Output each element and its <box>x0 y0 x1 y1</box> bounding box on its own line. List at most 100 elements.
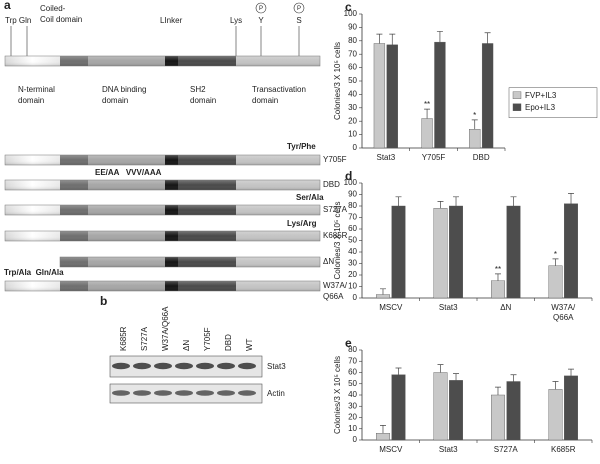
error-bar <box>376 33 383 44</box>
bar <box>548 389 563 441</box>
mutation-label: Lys/Arg <box>287 219 317 228</box>
domain-label: SH2 <box>190 85 206 94</box>
y-tick-label: 90 <box>348 190 357 199</box>
bar <box>564 203 578 299</box>
error-bar <box>389 33 396 45</box>
bar <box>491 394 505 441</box>
phospho-residue: S <box>296 16 301 25</box>
y-tick-label: 60 <box>348 63 357 72</box>
protein-outline <box>4 280 321 292</box>
y-tick-label: 70 <box>348 356 357 365</box>
error-bar <box>395 367 402 375</box>
construct-name: S727A <box>323 205 348 214</box>
x-tick-label: K685R <box>551 445 576 454</box>
construct-name: ΔN <box>323 257 334 266</box>
y-tick-label: 100 <box>344 9 358 18</box>
error-bar <box>552 258 559 266</box>
lane-label: WT <box>245 338 254 351</box>
mutation-label: Ser/Ala <box>296 193 324 202</box>
y-axis-label: Colonies/3 X 10⁵ cells <box>333 42 342 120</box>
x-tick-label: ΔN <box>500 303 511 312</box>
blot-band <box>154 362 172 370</box>
construct-name: Y705F <box>323 155 347 164</box>
domain-label: DNA binding <box>102 85 146 94</box>
bar <box>434 41 446 149</box>
x-tick-label: Stat3 <box>439 445 458 454</box>
protein-outline <box>4 55 321 67</box>
lane-label: S727A <box>140 326 149 351</box>
y-tick-label: 10 <box>348 130 357 139</box>
blot-band <box>154 390 172 396</box>
segment-shade <box>5 56 320 66</box>
error-bar <box>436 31 443 43</box>
bar <box>421 118 433 149</box>
error-bar <box>552 381 559 390</box>
domain-label: Coiled- <box>40 4 66 13</box>
error-bar <box>494 386 501 395</box>
y-tick-label: 10 <box>348 282 357 291</box>
x-tick-label: Y705F <box>422 153 446 162</box>
error-bar <box>453 196 460 206</box>
blot-band <box>112 362 130 370</box>
x-tick-label: Stat3 <box>376 153 395 162</box>
lane-label: K685R <box>119 326 128 351</box>
protein-outline <box>59 256 321 268</box>
error-bar <box>471 119 478 130</box>
domain-label: domain <box>18 96 44 105</box>
error-bar <box>568 193 575 204</box>
error-bar <box>437 201 444 209</box>
segment-shade <box>5 205 320 215</box>
legend-swatch <box>512 91 522 99</box>
phospho-circle <box>255 2 267 14</box>
mutation-label: Tyr/Phe <box>287 142 316 151</box>
bar <box>391 374 406 441</box>
panel-letter: b <box>100 294 107 308</box>
blot-band <box>217 390 235 396</box>
blot-band <box>217 362 235 370</box>
bar <box>449 205 463 299</box>
blot-band <box>133 390 151 396</box>
y-tick-label: 0 <box>353 435 358 444</box>
phospho-mark: P <box>297 6 301 12</box>
panel-letter: c <box>345 0 352 14</box>
segment-shade <box>5 231 320 241</box>
phospho-circle <box>293 2 305 14</box>
domain-label: domain <box>102 96 128 105</box>
y-tick-label: 40 <box>348 247 357 256</box>
error-bar <box>494 273 501 281</box>
error-bar <box>395 196 402 206</box>
legend-swatch <box>512 103 522 111</box>
legend-label: Epo+IL3 <box>525 103 556 112</box>
y-tick-label: 80 <box>348 345 357 354</box>
y-tick-label: 20 <box>348 116 357 125</box>
significance-mark: ** <box>495 265 501 274</box>
bar <box>491 280 505 299</box>
significance-mark: * <box>473 111 476 120</box>
domain-label: N-terminal <box>18 85 55 94</box>
error-bar <box>379 425 386 434</box>
segment-shade <box>60 257 320 267</box>
y-tick-label: 50 <box>348 76 357 85</box>
error-bar <box>510 374 517 382</box>
blot-band <box>238 390 256 396</box>
residue-label: Trp Gln <box>5 16 31 25</box>
panel-letter: a <box>4 0 11 12</box>
bar <box>376 433 390 441</box>
bar <box>506 205 521 299</box>
bar <box>548 265 563 299</box>
residue-label: Lys <box>230 16 242 25</box>
panel-letter: e <box>345 336 352 350</box>
blot-row-label: Actin <box>267 389 285 398</box>
bar <box>433 372 448 441</box>
bar <box>506 381 521 441</box>
y-tick-label: 70 <box>348 49 357 58</box>
y-tick-label: 90 <box>348 23 357 32</box>
blot-band <box>133 362 151 370</box>
error-bar <box>437 364 444 373</box>
segment-shade <box>5 180 320 190</box>
protein-outline <box>4 204 321 216</box>
y-tick-label: 80 <box>348 36 357 45</box>
y-tick-label: 0 <box>353 293 358 302</box>
blot-band <box>196 390 214 396</box>
bar <box>373 43 386 149</box>
